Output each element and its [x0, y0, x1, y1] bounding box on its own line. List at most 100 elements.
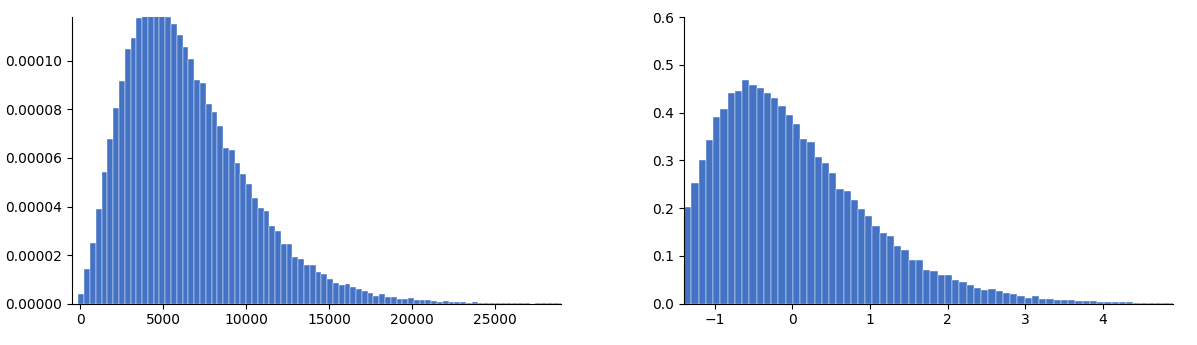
- Bar: [310, 265, 316, 304]
- Bar: [749, 85, 757, 304]
- Bar: [425, 300, 431, 304]
- Bar: [858, 208, 865, 304]
- Bar: [327, 279, 333, 304]
- Bar: [84, 269, 90, 304]
- Bar: [1141, 303, 1148, 304]
- Bar: [183, 47, 188, 304]
- Bar: [1068, 300, 1075, 304]
- Bar: [669, 259, 676, 304]
- Bar: [894, 246, 901, 304]
- Bar: [212, 112, 218, 304]
- Bar: [844, 190, 851, 304]
- Bar: [263, 211, 269, 304]
- Bar: [909, 259, 916, 304]
- Bar: [814, 157, 822, 304]
- Bar: [304, 265, 310, 304]
- Bar: [683, 207, 692, 304]
- Bar: [321, 274, 327, 304]
- Bar: [1082, 301, 1090, 304]
- Bar: [923, 269, 930, 304]
- Bar: [206, 104, 212, 304]
- Bar: [408, 298, 414, 304]
- Bar: [437, 302, 443, 304]
- Bar: [822, 162, 830, 304]
- Bar: [1148, 303, 1155, 304]
- Bar: [136, 18, 142, 304]
- Bar: [361, 290, 367, 304]
- Bar: [316, 272, 321, 304]
- Bar: [1169, 303, 1177, 304]
- Bar: [713, 117, 721, 304]
- Bar: [764, 93, 771, 304]
- Bar: [960, 282, 967, 304]
- Bar: [269, 226, 275, 304]
- Bar: [148, 0, 153, 304]
- Bar: [218, 127, 223, 304]
- Bar: [414, 300, 420, 304]
- Bar: [771, 98, 778, 304]
- Bar: [851, 200, 858, 304]
- Bar: [235, 163, 241, 304]
- Bar: [1090, 301, 1098, 304]
- Bar: [385, 297, 390, 304]
- Bar: [431, 301, 437, 304]
- Bar: [735, 91, 742, 304]
- Bar: [1010, 294, 1017, 304]
- Bar: [1075, 301, 1082, 304]
- Bar: [124, 49, 130, 304]
- Bar: [200, 83, 206, 304]
- Bar: [390, 297, 396, 304]
- Bar: [778, 106, 785, 304]
- Bar: [396, 299, 402, 304]
- Bar: [223, 148, 229, 304]
- Bar: [287, 244, 292, 304]
- Bar: [367, 293, 373, 304]
- Bar: [333, 283, 339, 304]
- Bar: [188, 59, 194, 304]
- Bar: [114, 108, 119, 304]
- Bar: [952, 280, 960, 304]
- Bar: [472, 303, 478, 304]
- Bar: [102, 172, 108, 304]
- Bar: [241, 174, 247, 304]
- Bar: [373, 296, 379, 304]
- Bar: [916, 260, 923, 304]
- Bar: [455, 302, 460, 304]
- Bar: [655, 296, 662, 304]
- Bar: [1025, 298, 1032, 304]
- Bar: [807, 142, 814, 304]
- Bar: [449, 302, 455, 304]
- Bar: [142, 15, 148, 304]
- Bar: [721, 109, 728, 304]
- Bar: [345, 284, 351, 304]
- Bar: [937, 275, 944, 304]
- Bar: [792, 124, 800, 304]
- Bar: [1061, 300, 1068, 304]
- Bar: [402, 299, 408, 304]
- Bar: [944, 275, 952, 304]
- Bar: [699, 160, 706, 304]
- Bar: [1162, 303, 1169, 304]
- Bar: [1098, 302, 1105, 304]
- Bar: [880, 233, 887, 304]
- Bar: [159, 10, 165, 304]
- Bar: [692, 183, 699, 304]
- Bar: [229, 150, 235, 304]
- Bar: [356, 289, 361, 304]
- Bar: [757, 88, 764, 304]
- Bar: [967, 285, 974, 304]
- Bar: [339, 286, 345, 304]
- Bar: [108, 139, 114, 304]
- Bar: [865, 216, 873, 304]
- Bar: [1032, 296, 1039, 304]
- Bar: [177, 35, 183, 304]
- Bar: [153, 6, 159, 304]
- Bar: [247, 184, 253, 304]
- Bar: [194, 80, 200, 304]
- Bar: [800, 139, 807, 304]
- Bar: [1003, 293, 1010, 304]
- Bar: [1177, 303, 1184, 304]
- Bar: [275, 231, 281, 304]
- Bar: [351, 287, 356, 304]
- Bar: [974, 288, 982, 304]
